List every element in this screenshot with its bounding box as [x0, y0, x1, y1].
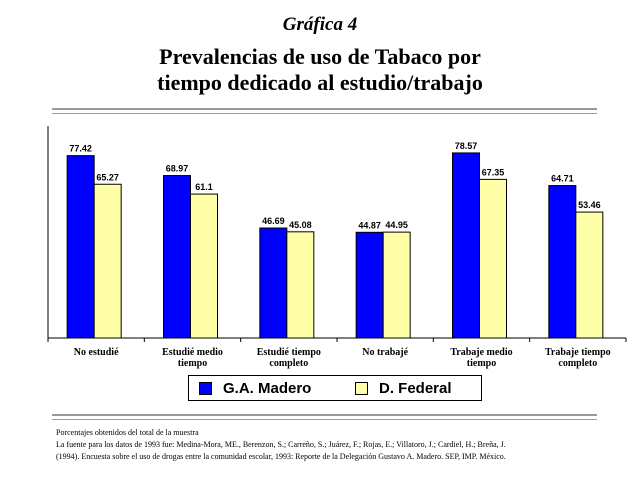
bar	[190, 193, 218, 339]
category-label: Estudié medio	[162, 347, 223, 358]
data-label: 64.71	[551, 174, 574, 184]
category-label: tiempo	[467, 358, 496, 369]
note-sample: Porcentajes obtenidos del total de la mu…	[56, 428, 199, 437]
legend-item-ga-madero: G.A. Madero	[199, 379, 311, 397]
legend: G.A. Madero D. Federal	[188, 375, 482, 401]
category-label: completo	[269, 358, 308, 369]
category-label: No trabajé	[362, 347, 408, 358]
data-label: 78.57	[455, 141, 478, 151]
category-label: Estudié tiempo	[257, 347, 321, 358]
top-divider-thin	[52, 113, 597, 114]
legend-label-d-federal: D. Federal	[379, 379, 452, 397]
category-label: Trabaje tiempo	[545, 347, 611, 358]
figure-number: Gráfica 4	[282, 14, 358, 35]
legend-label-ga-madero: G.A. Madero	[223, 379, 312, 397]
bar	[575, 211, 604, 339]
chart-title-line-1: Prevalencias de uso de Tabaco por	[159, 44, 481, 69]
data-label: 67.35	[482, 167, 505, 177]
category-label: No estudié	[74, 347, 119, 358]
bar	[548, 185, 577, 339]
bottom-divider	[52, 414, 597, 416]
category-label: Trabaje medio	[450, 347, 512, 358]
bar-chart: 77.42 65.27 No estudié 68.97 61.1 Estudié med…	[47, 126, 627, 369]
data-label: 44.95	[385, 220, 408, 230]
bar	[163, 175, 191, 339]
data-label: 68.97	[166, 164, 189, 174]
bar	[93, 183, 122, 339]
data-label: 46.69	[262, 216, 285, 226]
category-label: completo	[558, 358, 597, 369]
data-label: 61.1	[195, 182, 213, 192]
chart-title-line-2: tiempo dedicado al estudio/trabajo	[157, 70, 483, 95]
bottom-divider-thin	[52, 419, 597, 420]
legend-swatch-d-federal	[355, 381, 368, 395]
category-label: tiempo	[178, 358, 207, 369]
bar	[452, 152, 480, 339]
data-label: 77.42	[69, 144, 92, 154]
legend-item-d-federal: D. Federal	[355, 379, 452, 397]
bar	[286, 231, 315, 339]
data-label: 53.46	[578, 200, 601, 210]
note-source-1: La fuente para los datos de 1993 fue: Me…	[56, 440, 506, 449]
bar	[355, 231, 384, 339]
bar	[259, 227, 288, 339]
data-label: 44.87	[358, 220, 381, 230]
bar	[66, 155, 95, 339]
bar	[382, 231, 411, 339]
data-label: 45.08	[289, 220, 312, 230]
bar	[479, 178, 507, 339]
note-source-2: (1994). Encuesta sobre el uso de drogas …	[56, 452, 506, 461]
legend-swatch-ga-madero	[199, 381, 212, 395]
data-label: 65.27	[96, 172, 119, 182]
source-notes: Porcentajes obtenidos del total de la mu…	[56, 427, 616, 463]
top-divider	[52, 108, 597, 110]
